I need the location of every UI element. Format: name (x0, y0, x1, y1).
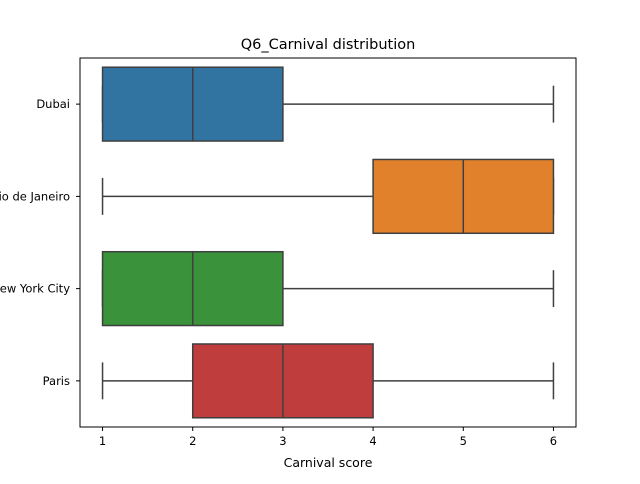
chart-title: Q6_Carnival distribution (241, 37, 416, 53)
y-axis: Dubai Rio de Janeiro New York City Paris (0, 97, 80, 388)
box-group-dubai (101, 66, 555, 142)
x-axis: 1 2 3 4 5 6 (99, 427, 557, 448)
x-tick-label: 1 (99, 434, 106, 448)
y-tick-label: New York City (0, 282, 70, 296)
box-series (101, 66, 555, 419)
x-tick-label: 4 (369, 434, 376, 448)
box-group-new-york-city (101, 250, 555, 327)
box-group-paris (101, 343, 555, 419)
y-tick-label: Rio de Janeiro (0, 189, 70, 203)
plot-area-frame (79, 57, 577, 428)
box-group-rio-de-janeiro (101, 158, 555, 235)
y-tick-label: Paris (43, 374, 70, 388)
x-axis-label: Carnival score (284, 455, 373, 470)
y-tick-label: Dubai (36, 97, 70, 111)
x-tick-label: 2 (189, 434, 196, 448)
x-tick-label: 5 (460, 434, 467, 448)
x-tick-label: 6 (550, 434, 557, 448)
x-tick-label: 3 (279, 434, 286, 448)
